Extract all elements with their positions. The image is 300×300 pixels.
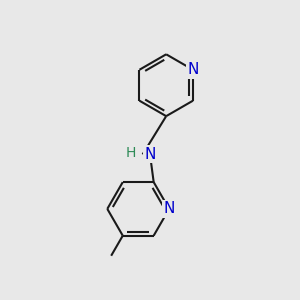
- Text: H: H: [126, 146, 136, 160]
- Text: N: N: [164, 201, 175, 216]
- Text: N: N: [144, 147, 156, 162]
- Text: N: N: [187, 62, 199, 77]
